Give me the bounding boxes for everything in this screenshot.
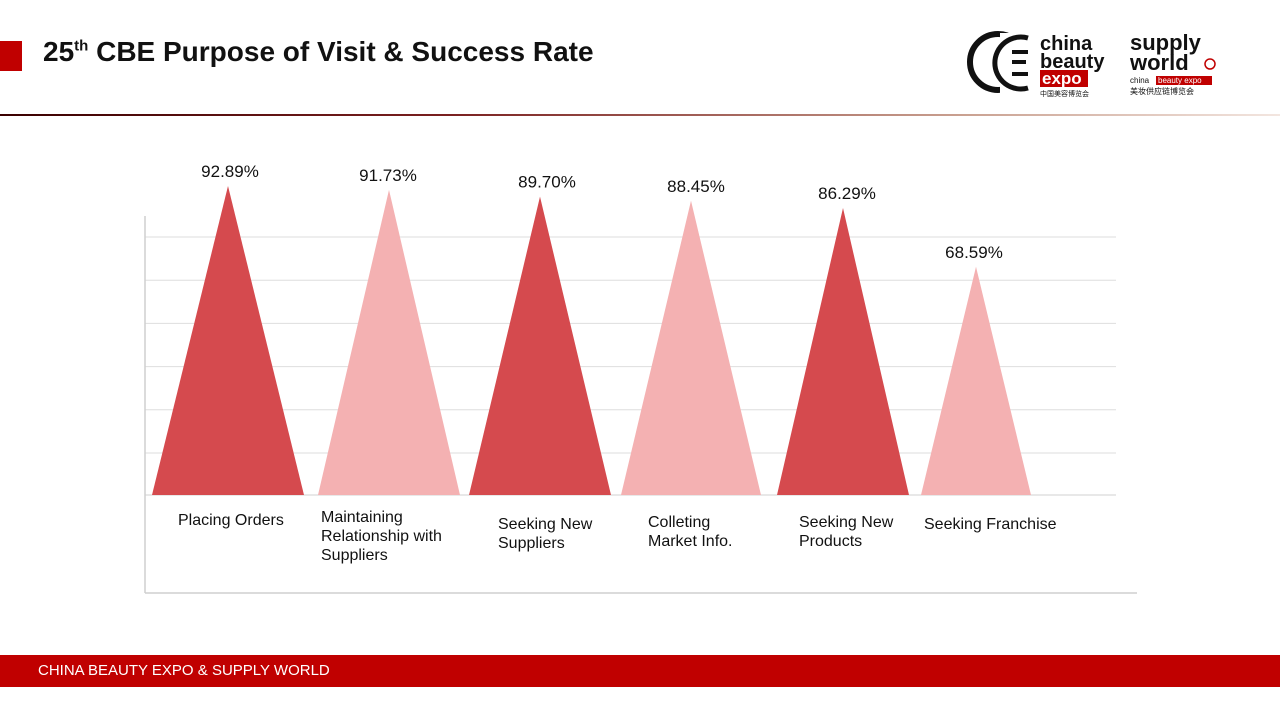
category-label-1: Placing Orders — [178, 512, 284, 529]
footer-text: CHINA BEAUTY EXPO & SUPPLY WORLD — [38, 662, 330, 679]
title-accent-bar — [0, 41, 22, 71]
svg-text:中国美容博览会: 中国美容博览会 — [1040, 89, 1089, 98]
footer-bar: CHINA BEAUTY EXPO & SUPPLY WORLD — [0, 655, 1280, 687]
svg-text:supply: supply — [1130, 30, 1202, 55]
category-label-5: Products — [799, 533, 862, 550]
bar-6 — [921, 266, 1031, 495]
china-beauty-expo-logo: china beauty expo 中国美容博览会 — [967, 31, 1105, 98]
category-label-6: Seeking Franchise — [924, 516, 1057, 533]
bar-4 — [621, 200, 761, 496]
category-label-2: Maintaining — [321, 509, 403, 526]
bar-2 — [318, 189, 460, 495]
data-label-5: 86.29% — [818, 184, 876, 203]
header-divider — [0, 114, 1280, 116]
svg-text:expo: expo — [1042, 69, 1082, 88]
category-label-3: Seeking New — [498, 516, 593, 533]
page-title: 25th CBE Purpose of Visit & Success Rate — [43, 36, 594, 67]
data-label-2: 91.73% — [359, 166, 417, 185]
svg-text:美妆供应链博览会: 美妆供应链博览会 — [1130, 86, 1194, 96]
category-label-2: Suppliers — [321, 547, 388, 564]
data-label-6: 68.59% — [945, 243, 1003, 262]
bar-5 — [777, 208, 909, 495]
svg-text:china: china — [1130, 76, 1150, 85]
svg-text:beauty expo: beauty expo — [1158, 76, 1202, 85]
category-label-2: Relationship with — [321, 528, 442, 545]
bar-1 — [152, 186, 304, 495]
data-label-3: 89.70% — [518, 173, 576, 192]
category-label-4: Colleting — [648, 514, 710, 531]
category-label-5: Seeking New — [799, 514, 894, 531]
svg-text:china: china — [1040, 33, 1093, 55]
bar-3 — [469, 196, 611, 495]
svg-text:world: world — [1129, 50, 1189, 75]
category-label-4: Market Info. — [648, 533, 732, 550]
data-label-1: 92.89% — [201, 162, 259, 181]
data-label-4: 88.45% — [667, 177, 725, 196]
purpose-of-visit-chart: 92.89% Placing Orders 91.73% Maintaining Rel… — [144, 162, 1137, 594]
svg-text:beauty: beauty — [1040, 51, 1105, 73]
category-label-3: Suppliers — [498, 535, 565, 552]
supply-world-logo: supply world china beauty expo 美妆供应链博览会 — [1129, 30, 1216, 96]
